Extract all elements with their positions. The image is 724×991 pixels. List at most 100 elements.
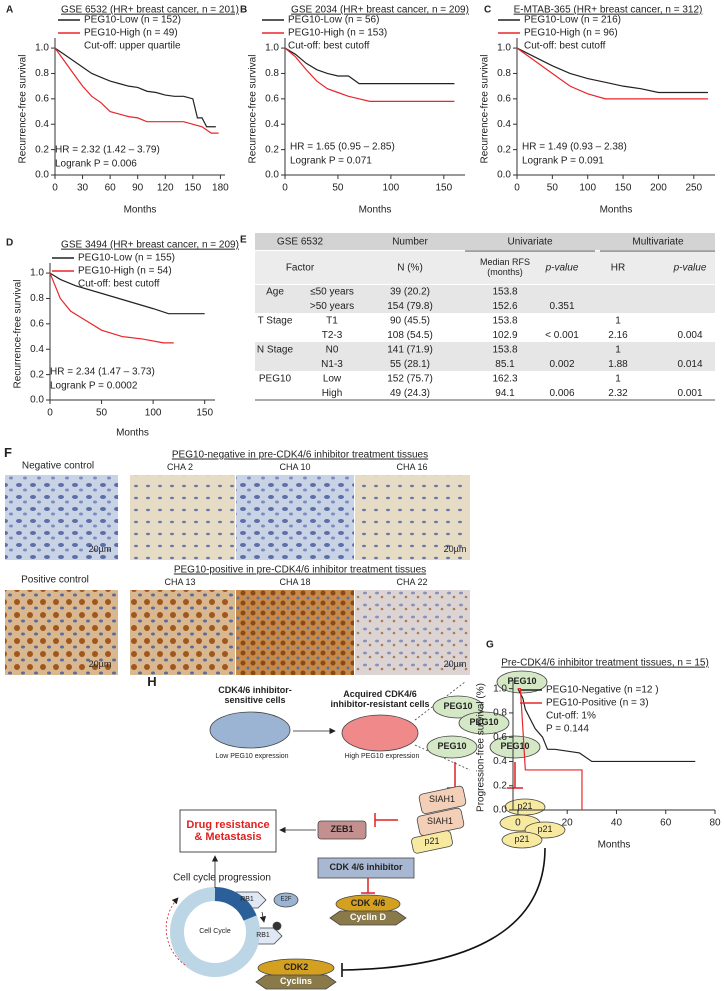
x-tick-label: 150: [184, 183, 201, 194]
panel-label: A: [6, 5, 13, 16]
scale-bar: 20µm: [88, 544, 112, 555]
x-tick-label: 0: [47, 408, 53, 419]
legend-label: PEG10-Low (n = 216): [524, 15, 621, 26]
table-header: N (%): [397, 263, 423, 274]
label: PEG10: [443, 701, 473, 712]
y-tick-label: 0.6: [35, 93, 49, 104]
label: CHA 22: [396, 577, 428, 588]
cell-cluster: [209, 711, 291, 749]
table-cell: N Stage: [257, 345, 294, 356]
table-cell: N1-3: [321, 359, 343, 370]
survival-curve: [516, 47, 708, 94]
label: Cyclin D: [349, 912, 387, 923]
table-cell: 94.1: [495, 388, 515, 399]
y-tick-label: 0.4: [493, 756, 507, 767]
table-cell: T1: [326, 316, 338, 327]
label: PEG10-negative in pre-CDK4/6 inhibitor t…: [171, 449, 429, 461]
row-band: [255, 342, 715, 371]
table-cell: 0.006: [549, 388, 574, 399]
label: p21: [424, 836, 440, 847]
annotation: Cut-off: best cutoff: [288, 41, 370, 52]
y-tick-label: 0.6: [493, 732, 507, 743]
table-cell: 0.002: [549, 359, 574, 370]
annotation: Cut-off: best cutoff: [78, 279, 160, 290]
table-header: GSE 6532: [277, 237, 324, 248]
table-header: Factor: [286, 263, 315, 274]
x-tick-label: 150: [435, 183, 452, 194]
image: [236, 475, 354, 560]
legend-label: PEG10-Low (n = 152): [84, 15, 181, 26]
x-tick-label: 0: [52, 183, 58, 194]
y-tick-label: 0.8: [30, 293, 44, 304]
table-cell: < 0.001: [545, 330, 579, 341]
panel-label: G: [486, 640, 494, 651]
image: [355, 475, 470, 560]
table-cell: 0.004: [677, 330, 702, 341]
image: [130, 590, 235, 675]
table-cell: 49 (24.3): [390, 388, 430, 399]
y-tick-label: 0.0: [265, 170, 279, 181]
survival-curve: [284, 47, 455, 85]
table-cell: 154 (79.8): [387, 301, 433, 312]
x-tick-label: 50: [547, 183, 559, 194]
y-tick-label: 0.6: [265, 93, 279, 104]
annotation: Logrank P = 0.071: [290, 156, 372, 167]
table-cell: 55 (28.1): [390, 359, 430, 370]
cyclins-shape: [255, 974, 337, 990]
label: Cell Cycle: [199, 928, 231, 936]
x-tick-label: 0: [514, 183, 520, 194]
survival-curve: [517, 688, 583, 810]
label: PEG10: [437, 741, 467, 752]
table-header: HR: [611, 263, 625, 274]
y-axis-label: Recurrence-free survival: [18, 55, 29, 164]
label: CDK 4/6: [350, 898, 386, 909]
table-cell: 0.001: [677, 388, 702, 399]
table-header: Median RFS (months): [479, 257, 531, 277]
annotation: P = 0.144: [546, 724, 589, 735]
annotation: Cut-off: 1%: [546, 711, 596, 722]
y-tick-label: 0.4: [497, 119, 511, 130]
y-tick-label: 0.6: [497, 93, 511, 104]
y-tick-label: 0.4: [35, 119, 49, 130]
image: [236, 590, 354, 675]
annotation: Logrank P = 0.0002: [50, 381, 138, 392]
y-tick-label: 0.0: [493, 805, 507, 816]
table-cell: 152 (75.7): [387, 374, 433, 385]
x-tick-label: 60: [105, 183, 117, 194]
label: ZEB1: [330, 824, 354, 835]
label: CHA 18: [279, 577, 311, 588]
scale-bar: 20µm: [443, 659, 467, 670]
x-tick-label: 100: [579, 183, 596, 194]
y-tick-label: 0.2: [493, 780, 507, 791]
table-cell: T2-3: [322, 330, 343, 341]
x-tick-label: 200: [650, 183, 667, 194]
table-cell: 39 (20.2): [390, 287, 430, 298]
peg10-shape: [432, 695, 484, 719]
y-tick-label: 1.0: [35, 43, 49, 54]
label: Positive control: [21, 574, 89, 586]
inhibition: [341, 847, 546, 971]
y-tick-label: 0.0: [30, 395, 44, 406]
panel-label: F: [4, 444, 12, 460]
x-axis-label: Months: [359, 205, 392, 216]
table-cell: 162.3: [492, 374, 517, 385]
x-tick-label: 60: [660, 818, 672, 829]
zeb1-shape: [317, 820, 367, 840]
legend-label: PEG10-High (n = 54): [78, 266, 172, 277]
chart-title: GSE 6532 (HR+ breast cancer, n = 201): [61, 5, 239, 16]
legend-label: PEG10-High (n = 96): [524, 28, 618, 39]
table-cell: 0.351: [549, 301, 574, 312]
label: RB1: [256, 932, 270, 940]
outcome-box: [179, 809, 277, 853]
table-cell: >50 years: [310, 301, 354, 312]
legend-label: PEG10-Low (n = 56): [288, 15, 379, 26]
cyclind-shape: [329, 910, 407, 926]
e2f-shape: [273, 892, 299, 908]
table-cell: ≤50 years: [310, 287, 354, 298]
legend-label: PEG10-High (n = 49): [84, 28, 178, 39]
table-header: Multivariate: [632, 237, 684, 248]
cell-cycle-arc: [214, 887, 257, 921]
label: CDK 4/6 inhibitor: [329, 862, 403, 873]
x-axis-label: Months: [124, 205, 157, 216]
table-cell: 2.32: [608, 388, 628, 399]
